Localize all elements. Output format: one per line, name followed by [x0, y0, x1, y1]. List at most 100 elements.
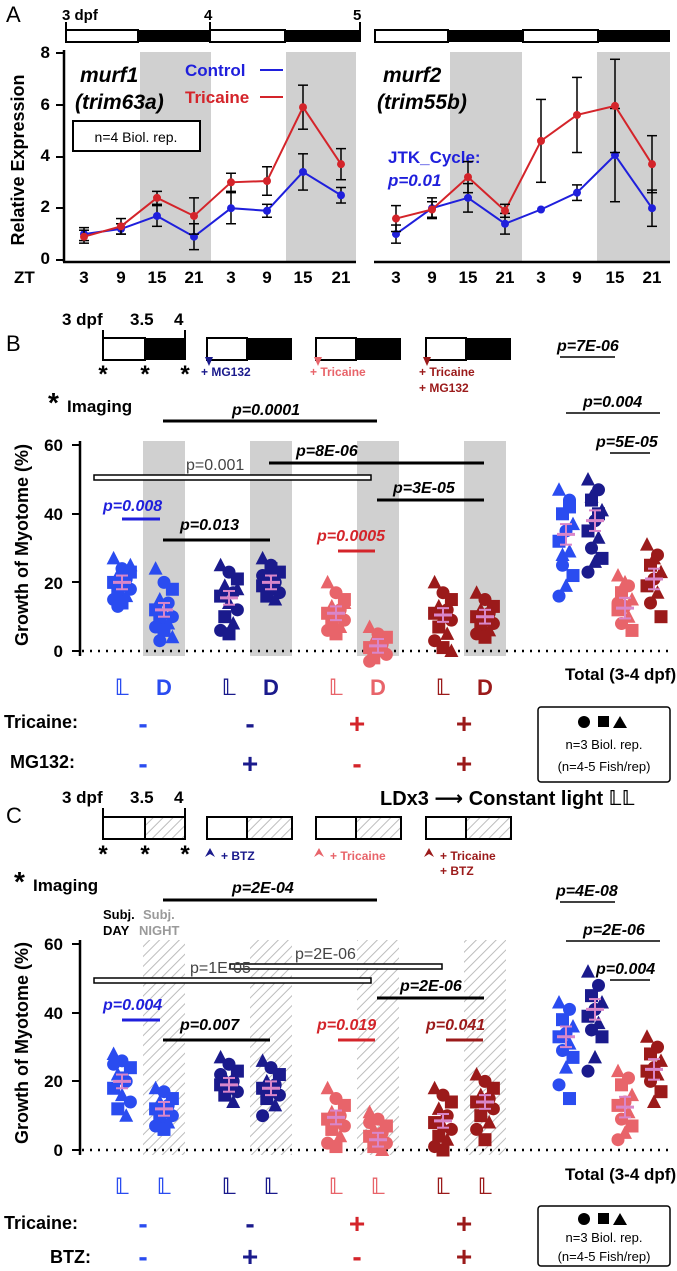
y-axis-label: Growth of Myotome (%) — [12, 444, 32, 646]
legend-rep: n=3 Biol. rep. — [566, 737, 643, 752]
data-point — [640, 537, 654, 551]
timeline-end: 4 — [174, 788, 184, 807]
sig-bracket-open — [93, 474, 372, 481]
data-point — [333, 1128, 348, 1143]
x-tick-label: 3 — [79, 268, 88, 287]
sign-row1: - — [245, 1208, 254, 1239]
data-point — [486, 1102, 500, 1116]
data-point — [444, 613, 458, 627]
sign-rows: - - + + - + - + — [138, 708, 472, 779]
legend-control: Control — [185, 61, 245, 80]
circle-icon — [578, 716, 590, 728]
y-tick-label: 20 — [44, 574, 63, 593]
data-point — [654, 1085, 668, 1099]
dark-period-shade — [140, 52, 211, 262]
gene-alias-trim55b: (trim55b) — [377, 91, 467, 114]
data-point — [337, 1119, 351, 1133]
y-tick-label: 0 — [54, 1141, 63, 1160]
y-axis-label: Relative Expression — [8, 74, 28, 245]
data-point — [566, 1050, 580, 1064]
data-point — [268, 1097, 283, 1112]
data-point — [444, 643, 459, 657]
jtk-p: p=0.01 — [387, 171, 441, 190]
panel-a: A 3 dpf 4 5 8 6 4 — [6, 2, 670, 287]
x-label: 𝕃 — [436, 1174, 450, 1199]
data-point — [153, 193, 161, 202]
treatment-label-mg132: + MG132 — [201, 365, 251, 379]
data-point — [375, 1142, 390, 1156]
data-point — [644, 596, 657, 610]
y-tick-label: 40 — [44, 1004, 63, 1023]
rep-legend: n=3 Biol. rep. (n=4-5 Fish/rep) — [537, 1205, 671, 1267]
sign-row1: + — [456, 1208, 472, 1239]
p-value: p=0.001 — [186, 457, 244, 474]
data-point — [325, 1122, 339, 1136]
data-point — [537, 205, 545, 214]
data-point — [230, 603, 244, 617]
timeline-dark-segment — [598, 30, 670, 42]
x-tick-label: 15 — [606, 268, 625, 287]
data-point — [337, 191, 345, 200]
data-point — [299, 103, 307, 112]
triangle-icon — [613, 1213, 627, 1225]
data-point — [165, 582, 179, 596]
data-point — [107, 1057, 121, 1071]
data-point — [581, 472, 595, 486]
dark-period-shade — [450, 52, 522, 262]
data-point — [148, 561, 163, 575]
data-point — [272, 1068, 286, 1082]
data-point — [227, 204, 235, 213]
dark-period-shade — [286, 52, 356, 262]
imaging-asterisk: * — [48, 387, 59, 418]
imaging-asterisk: * — [140, 841, 150, 868]
x-tick-label: 21 — [496, 268, 515, 287]
data-point — [337, 160, 345, 169]
data-point — [444, 1122, 458, 1136]
series-line — [395, 153, 653, 235]
timeline-label-5: 5 — [353, 7, 361, 24]
data-point — [226, 616, 241, 630]
treatment-label-tricaine: + Tricaine — [310, 365, 366, 379]
data-point — [428, 606, 442, 620]
p-value: p=0.0001 — [231, 402, 300, 419]
data-point — [611, 568, 625, 582]
x-label: 𝕃 — [329, 1174, 343, 1199]
y-tick-label: 0 — [41, 249, 50, 268]
data-point — [625, 1119, 639, 1133]
p-value: p=1E-05 — [190, 960, 251, 977]
data-point — [123, 1061, 137, 1075]
data-point — [562, 544, 577, 558]
data-point — [584, 489, 599, 503]
arrowhead-icon — [314, 357, 322, 366]
data-point — [556, 558, 569, 572]
data-point — [573, 188, 581, 197]
data-point — [157, 623, 171, 637]
x-label: 𝕃 — [115, 1174, 129, 1199]
data-point — [470, 1122, 484, 1136]
timeline-label-3dpf: 3 dpf — [62, 7, 99, 24]
data-point — [618, 574, 632, 589]
panel-b-letter: B — [6, 331, 21, 356]
data-point — [227, 178, 235, 187]
p-value: p=3E-05 — [392, 480, 456, 497]
treatment-label-tricaine-btz: + Tricaine — [440, 849, 496, 863]
data-point — [615, 586, 628, 600]
panel-b: B 3 dpf 3.5 4 * * * * Imaging + MG132 + … — [4, 310, 676, 783]
data-point — [111, 1102, 125, 1116]
data-point — [111, 599, 125, 613]
data-point — [595, 1030, 609, 1044]
data-point — [117, 222, 125, 231]
panel-a-timeline: 3 dpf 4 5 — [62, 7, 670, 43]
legend-tricaine: Tricaine — [185, 88, 249, 107]
x-tick-label: 15 — [148, 268, 167, 287]
data-point — [581, 964, 595, 978]
row-label-mg132: MG132: — [10, 752, 75, 772]
x-ticks: 3 9 15 21 3 9 15 21 3 9 15 21 3 9 15 21 — [79, 268, 661, 287]
y-tick-label: 0 — [54, 642, 63, 661]
jtk-label: JTK_Cycle: — [388, 148, 481, 167]
data-point — [444, 1095, 458, 1109]
data-point — [563, 500, 576, 514]
data-point — [464, 173, 472, 182]
data-point — [640, 1064, 654, 1078]
series-line — [83, 105, 342, 238]
